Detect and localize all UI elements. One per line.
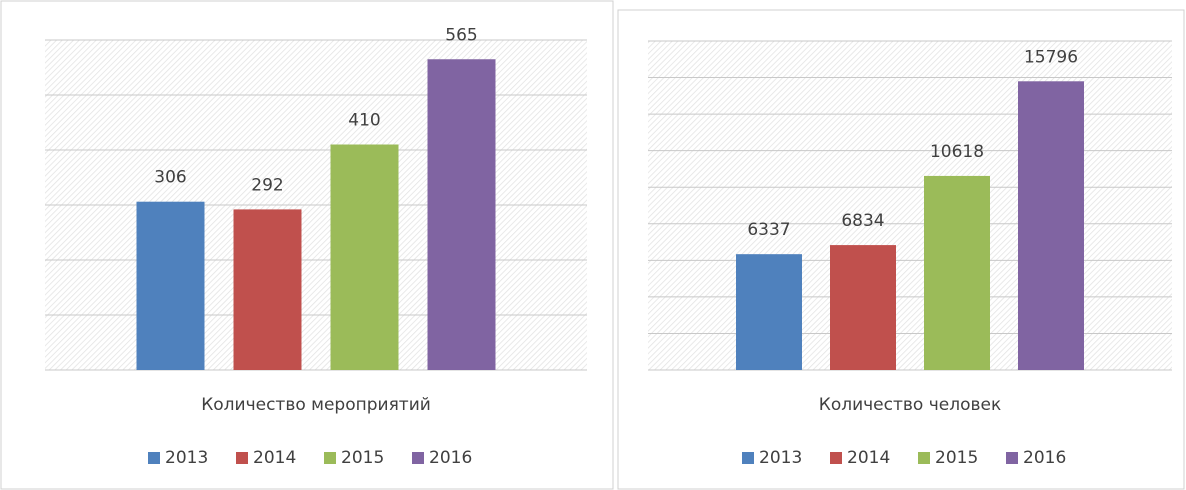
plot-area xyxy=(648,41,1172,370)
bar xyxy=(736,254,802,370)
legend-label: 2013 xyxy=(165,448,208,468)
data-label: 306 xyxy=(154,168,186,188)
bar xyxy=(330,144,399,370)
legend-label: 2014 xyxy=(253,448,296,468)
x-axis-label: Количество мероприятий xyxy=(201,395,431,415)
bar xyxy=(924,175,990,370)
legend-swatch xyxy=(1006,452,1018,464)
legend-label: 2016 xyxy=(429,448,472,468)
data-label: 15796 xyxy=(1024,47,1078,67)
data-label: 6834 xyxy=(841,211,884,231)
data-label: 410 xyxy=(348,111,380,131)
data-label: 6337 xyxy=(747,220,790,240)
legend-swatch xyxy=(148,452,160,464)
legend-swatch xyxy=(918,452,930,464)
x-axis-label: Количество человек xyxy=(819,395,1001,415)
data-label: 292 xyxy=(251,175,283,195)
legend-swatch xyxy=(412,452,424,464)
bar xyxy=(427,59,496,370)
legend-swatch xyxy=(742,452,754,464)
bar xyxy=(830,245,896,370)
bar xyxy=(136,201,205,370)
data-label: 565 xyxy=(445,25,477,45)
legend-label: 2015 xyxy=(341,448,384,468)
bar xyxy=(1018,81,1084,370)
legend-swatch xyxy=(324,452,336,464)
bar xyxy=(233,209,302,370)
legend-swatch xyxy=(236,452,248,464)
legend-label: 2014 xyxy=(847,448,890,468)
legend-swatch xyxy=(830,452,842,464)
legend-label: 2016 xyxy=(1023,448,1066,468)
legend-label: 2015 xyxy=(935,448,978,468)
legend-label: 2013 xyxy=(759,448,802,468)
data-label: 10618 xyxy=(930,142,984,162)
